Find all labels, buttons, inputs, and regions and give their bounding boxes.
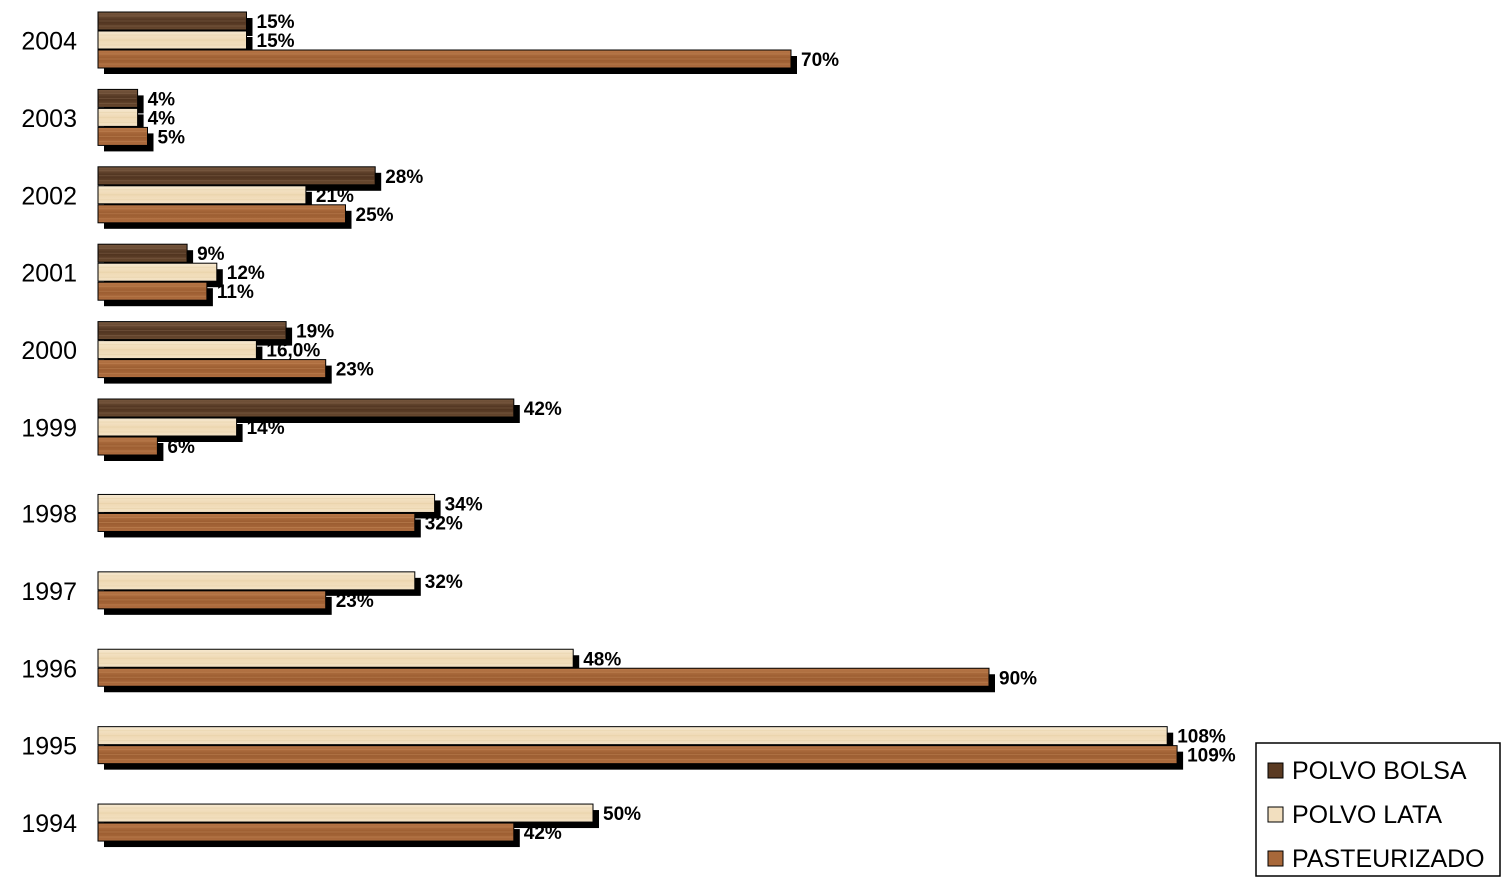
legend-label-pasteurizado: PASTEURIZADO bbox=[1292, 845, 1485, 873]
data-label-1999-s0: 42% bbox=[524, 399, 562, 420]
data-label-1999-s1: 14% bbox=[247, 418, 285, 439]
year-label-1998: 1998 bbox=[21, 500, 77, 528]
data-label-1996-s2: 90% bbox=[999, 668, 1037, 689]
data-label-1996-s1: 48% bbox=[583, 649, 621, 670]
data-label-2002-s2: 25% bbox=[356, 205, 394, 226]
legend-swatch-pasteurizado bbox=[1267, 850, 1284, 867]
data-label-1998-s2: 32% bbox=[425, 513, 463, 534]
year-label-1997: 1997 bbox=[21, 578, 77, 606]
data-label-2004-s1: 15% bbox=[257, 31, 295, 52]
data-label-2000-s2: 23% bbox=[336, 360, 374, 381]
data-label-1994-s2: 42% bbox=[524, 823, 562, 844]
data-label-1994-s1: 50% bbox=[603, 804, 641, 825]
year-label-2002: 2002 bbox=[21, 182, 77, 210]
year-label-1995: 1995 bbox=[21, 733, 77, 761]
data-label-2003-s1: 4% bbox=[148, 108, 176, 129]
data-label-2001-s2: 11% bbox=[217, 282, 254, 303]
legend-label-polvo-lata: POLVO LATA bbox=[1292, 801, 1442, 829]
legend-swatch-polvo-lata bbox=[1267, 806, 1284, 823]
year-label-2001: 2001 bbox=[21, 260, 77, 288]
legend: POLVO BOLSA POLVO LATA PASTEURIZADO bbox=[1255, 742, 1501, 877]
legend-box bbox=[1255, 742, 1501, 877]
data-label-2004-s0: 15% bbox=[257, 12, 295, 33]
year-label-1994: 1994 bbox=[21, 810, 77, 838]
year-label-2004: 2004 bbox=[21, 28, 77, 56]
year-label-2000: 2000 bbox=[21, 337, 77, 365]
data-label-2003-s2: 5% bbox=[158, 127, 186, 148]
data-label-2001-s1: 12% bbox=[227, 263, 265, 284]
year-label-1996: 1996 bbox=[21, 655, 77, 683]
data-label-2002-s0: 28% bbox=[385, 167, 423, 188]
data-label-1998-s1: 34% bbox=[445, 494, 483, 515]
data-label-1999-s2: 6% bbox=[167, 437, 195, 458]
data-label-1997-s2: 23% bbox=[336, 591, 374, 612]
data-label-1997-s1: 32% bbox=[425, 572, 463, 593]
legend-label-polvo-bolsa: POLVO BOLSA bbox=[1292, 757, 1467, 785]
data-label-2000-s1: 16,0% bbox=[266, 341, 320, 362]
year-label-1999: 1999 bbox=[21, 415, 77, 443]
year-label-2003: 2003 bbox=[21, 105, 77, 133]
data-label-2001-s0: 9% bbox=[197, 244, 225, 265]
data-label-1995-s2: 109% bbox=[1187, 746, 1236, 767]
data-label-2000-s0: 19% bbox=[296, 322, 334, 343]
data-label-2004-s2: 70% bbox=[801, 50, 839, 71]
data-label-2003-s0: 4% bbox=[148, 89, 176, 110]
data-label-1995-s1: 108% bbox=[1177, 727, 1226, 748]
data-label-2002-s1: 21% bbox=[316, 186, 354, 207]
legend-swatch-polvo-bolsa bbox=[1267, 762, 1284, 779]
